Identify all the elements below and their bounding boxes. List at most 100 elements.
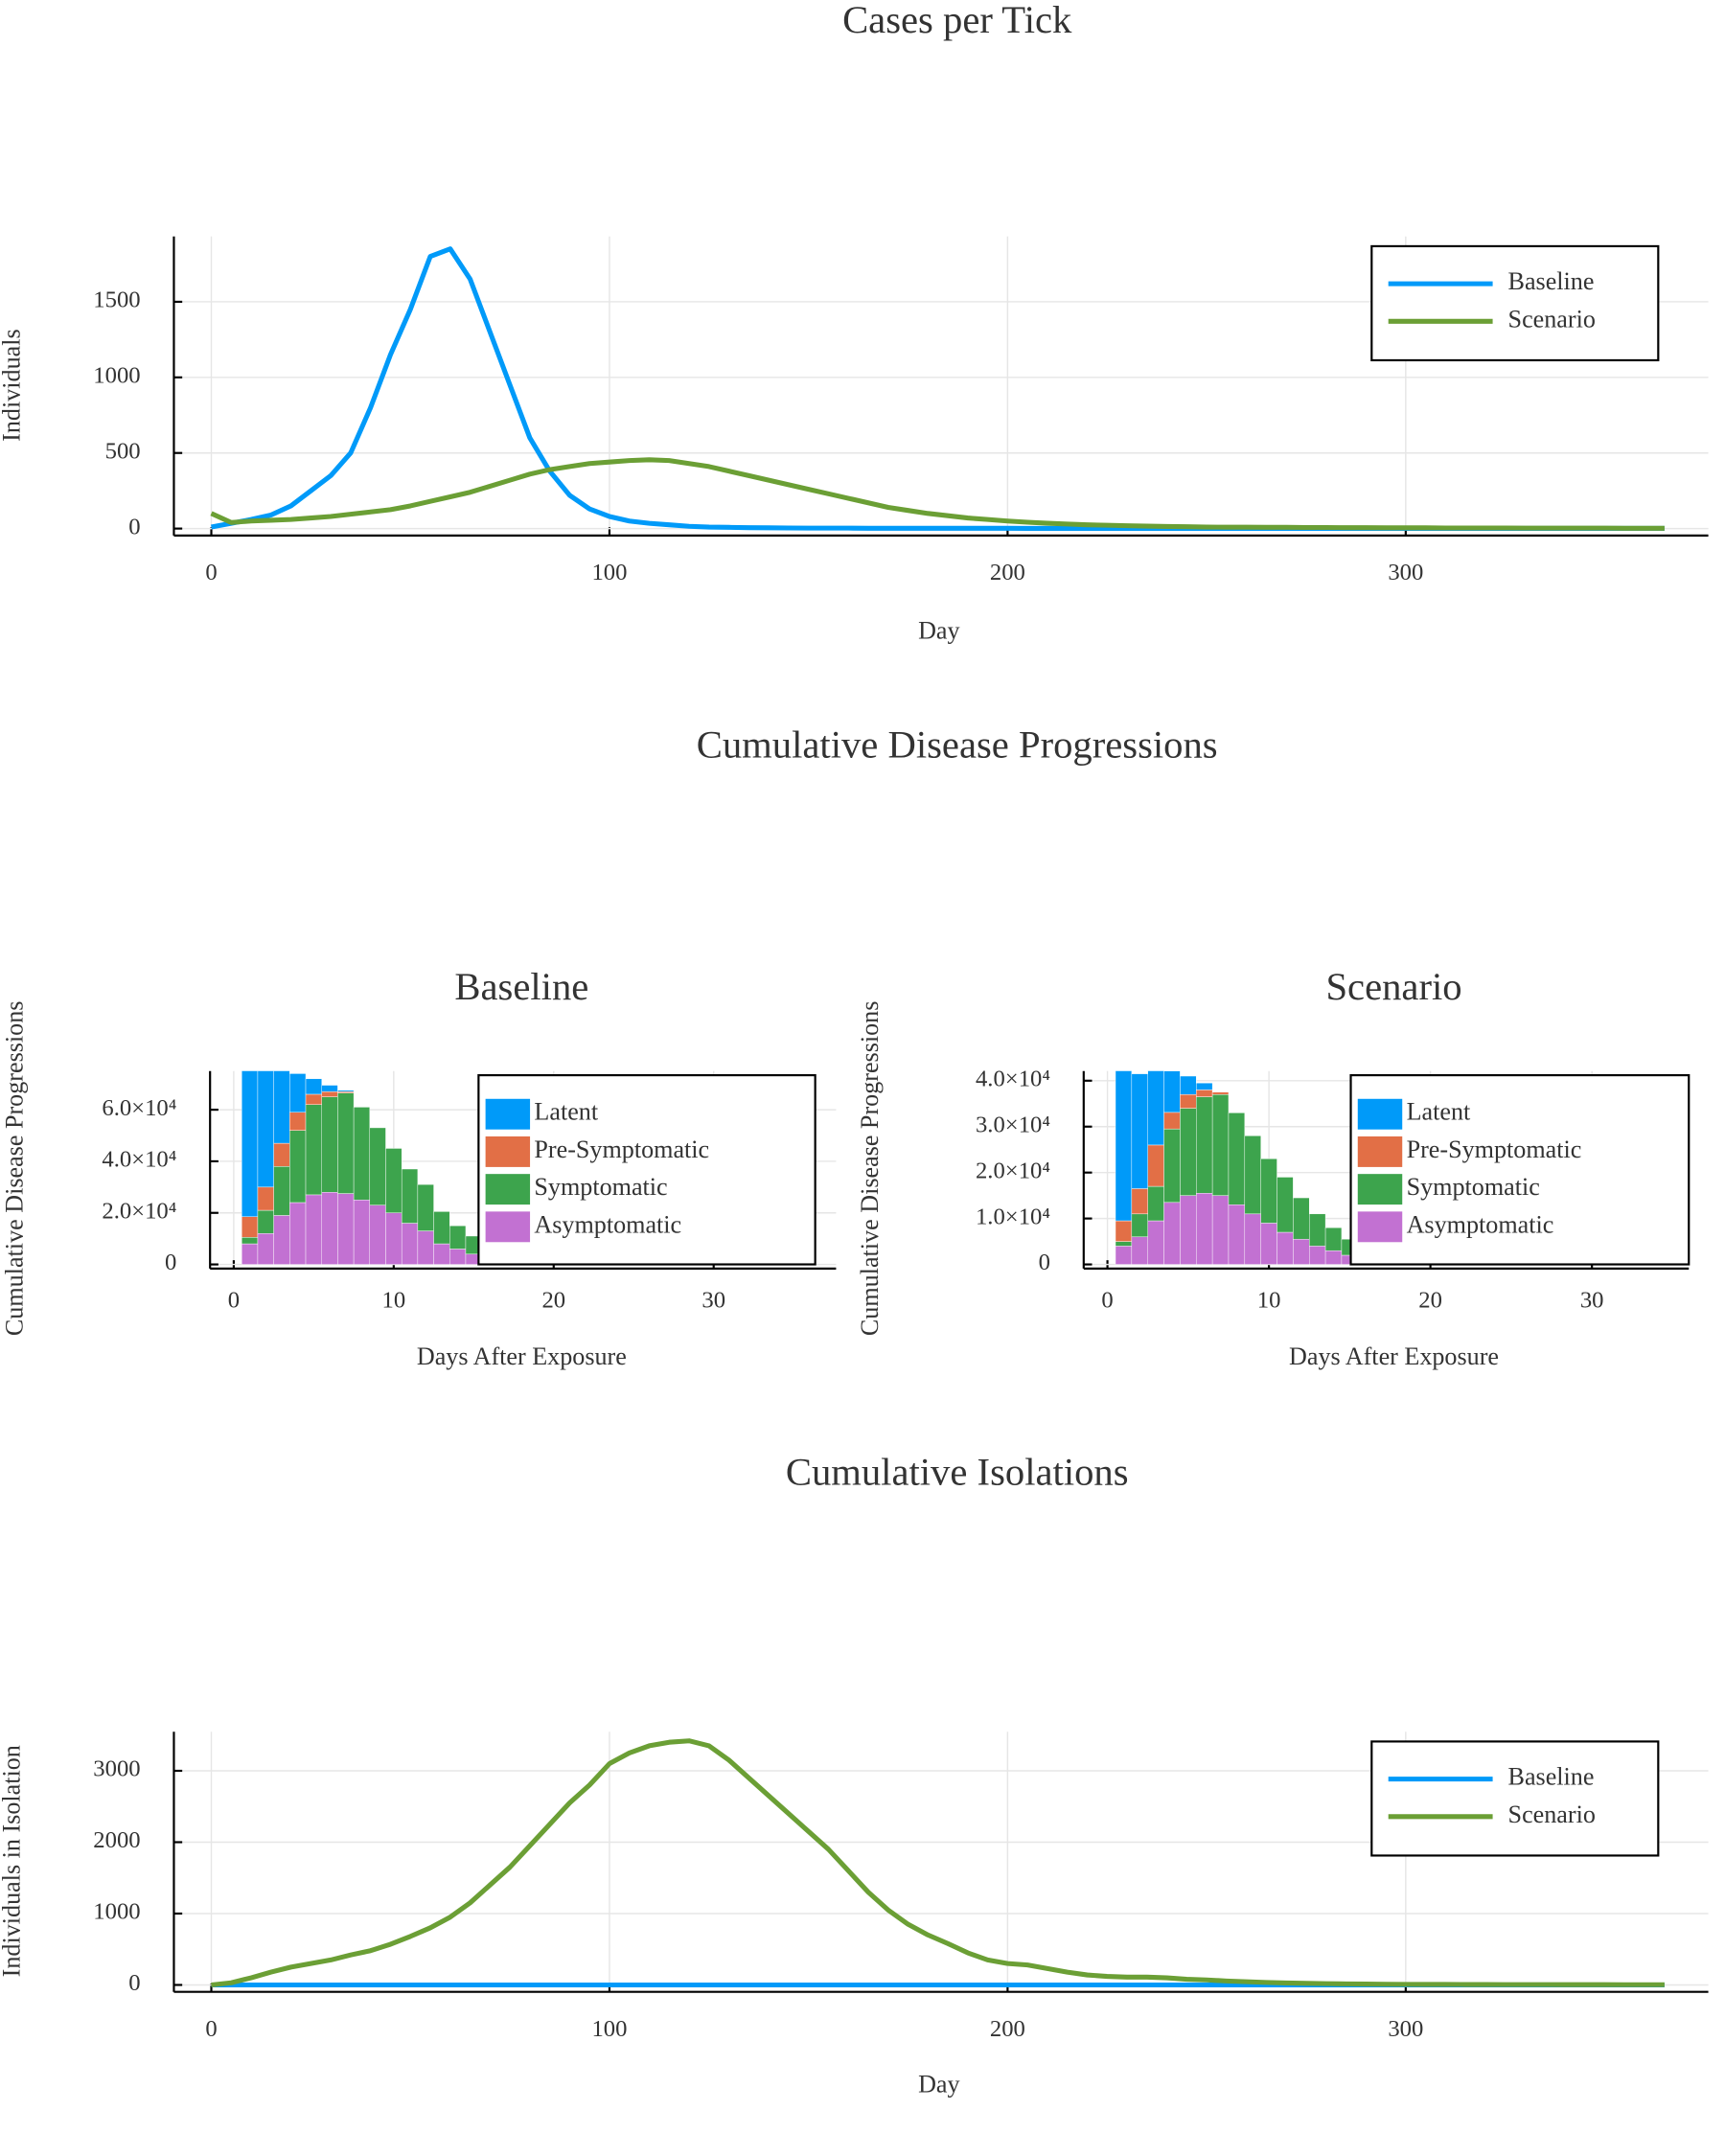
bar-segment xyxy=(1211,1091,1230,1095)
bar-segment xyxy=(257,1233,274,1265)
bar-segment xyxy=(273,1166,290,1216)
bar-segment xyxy=(1196,1082,1213,1090)
legend-swatch xyxy=(485,1174,531,1205)
bar-segment xyxy=(1293,1238,1310,1265)
bar-segment xyxy=(337,1092,355,1194)
bar-segment xyxy=(1211,1195,1230,1265)
bar-segment xyxy=(289,1073,307,1113)
bar-segment xyxy=(353,1107,371,1201)
bar-segment xyxy=(1163,1128,1181,1204)
bar-segment xyxy=(273,1215,290,1265)
bar-segment xyxy=(337,1193,355,1265)
y-tick-label: 4.0×10⁴ xyxy=(976,1066,1050,1091)
x-tick-label: 10 xyxy=(1257,1287,1281,1313)
legend-label: Pre-Symptomatic xyxy=(1407,1135,1582,1163)
plot-area xyxy=(210,246,1665,531)
x-tick-label: 30 xyxy=(702,1287,725,1313)
bar-segment xyxy=(1276,1177,1294,1233)
y-tick-label: 4.0×10⁴ xyxy=(102,1147,176,1173)
legend-swatch xyxy=(485,1098,531,1130)
legend-swatch xyxy=(485,1211,531,1243)
legend-swatch xyxy=(1357,1135,1403,1167)
y-axis-label: Individuals xyxy=(0,329,26,441)
legend-swatch xyxy=(485,1135,531,1167)
bar-segment xyxy=(257,1070,274,1188)
x-axis-label: Days After Exposure xyxy=(417,1342,627,1370)
bar-segment xyxy=(273,1070,290,1144)
bar-segment xyxy=(1115,1220,1133,1242)
bar-segment xyxy=(1131,1073,1148,1189)
y-tick-label: 1.0×10⁴ xyxy=(976,1204,1050,1229)
x-tick-label: 0 xyxy=(205,560,217,585)
bar-segment xyxy=(1244,1135,1261,1215)
bar-segment xyxy=(321,1096,338,1193)
legend-swatch xyxy=(1357,1098,1403,1130)
bar-segment xyxy=(289,1130,307,1204)
legend-label: Symptomatic xyxy=(534,1173,667,1201)
y-tick-label: 1000 xyxy=(93,362,140,388)
bar-segment xyxy=(369,1204,386,1265)
y-axis-label: Individuals in Isolation xyxy=(0,1745,26,1977)
x-axis-label: Day xyxy=(918,2070,960,2098)
chart-title: Cumulative Isolations xyxy=(786,1450,1129,1493)
bar-segment xyxy=(1180,1108,1197,1196)
bar-segment xyxy=(417,1230,434,1265)
bar-segment xyxy=(1147,1185,1164,1222)
bar-segment xyxy=(1163,1070,1181,1113)
y-axis-label: Cumulative Disease Progressions xyxy=(0,1001,28,1337)
y-tick-label: 6.0×10⁴ xyxy=(102,1095,176,1121)
x-tick-label: 0 xyxy=(228,1287,240,1313)
x-tick-label: 10 xyxy=(382,1287,406,1313)
bar-segment xyxy=(1228,1204,1246,1265)
x-tick-label: 200 xyxy=(990,2016,1025,2042)
bar-segment xyxy=(417,1183,434,1231)
y-tick-label: 2.0×10⁴ xyxy=(102,1198,176,1224)
chart: Baseline Days After Exposure Cumulative Di… xyxy=(0,965,837,1370)
bar-segment xyxy=(1228,1112,1246,1205)
bar-segment xyxy=(1260,1158,1277,1224)
data-line xyxy=(211,1738,1665,1988)
bar-segment xyxy=(321,1085,338,1092)
bar-segment xyxy=(385,1212,402,1265)
bar-segment xyxy=(1163,1202,1181,1265)
x-tick-label: 0 xyxy=(1101,1287,1113,1313)
legend-box xyxy=(1349,1074,1690,1266)
bar-segment xyxy=(305,1194,322,1265)
bar-segment xyxy=(401,1223,419,1265)
bar-segment xyxy=(1211,1093,1230,1196)
plot-area xyxy=(211,1738,1665,1988)
legend-label: Asymptomatic xyxy=(534,1210,681,1238)
chart: Scenario Days After Exposure Cumulative Di… xyxy=(856,965,1690,1370)
legend-swatch xyxy=(1357,1174,1403,1205)
bar-segment xyxy=(1309,1246,1326,1265)
bar-segment xyxy=(1131,1213,1148,1238)
bar-segment xyxy=(1163,1112,1181,1130)
bar-segment xyxy=(305,1104,322,1196)
y-tick-label: 1500 xyxy=(93,287,140,313)
bar-segment xyxy=(1276,1231,1294,1265)
y-tick-label: 0 xyxy=(128,514,140,539)
x-axis-label: Days After Exposure xyxy=(1289,1342,1499,1370)
legend-label: Baseline xyxy=(1508,267,1595,295)
x-tick-label: 0 xyxy=(205,2016,217,2042)
y-tick-label: 0 xyxy=(128,1970,140,1996)
bar-segment xyxy=(1115,1246,1133,1265)
legend-label: Latent xyxy=(1407,1098,1471,1126)
x-tick-label: 30 xyxy=(1580,1287,1604,1313)
bar-segment xyxy=(353,1200,371,1265)
bar-segment xyxy=(1131,1236,1148,1265)
bar-segment xyxy=(1309,1213,1326,1247)
bar-segment xyxy=(433,1211,450,1245)
bar-segment xyxy=(449,1225,467,1250)
legend-label: Asymptomatic xyxy=(1407,1210,1554,1238)
chart-title: Scenario xyxy=(1325,965,1461,1008)
x-axis-label: Day xyxy=(918,616,960,644)
x-tick-label: 20 xyxy=(1418,1287,1442,1313)
bar-segment xyxy=(1147,1220,1164,1265)
bar-segment xyxy=(257,1186,274,1211)
legend-box xyxy=(1370,1740,1660,1857)
bar-segment xyxy=(385,1148,402,1213)
bar-segment xyxy=(1180,1075,1197,1095)
